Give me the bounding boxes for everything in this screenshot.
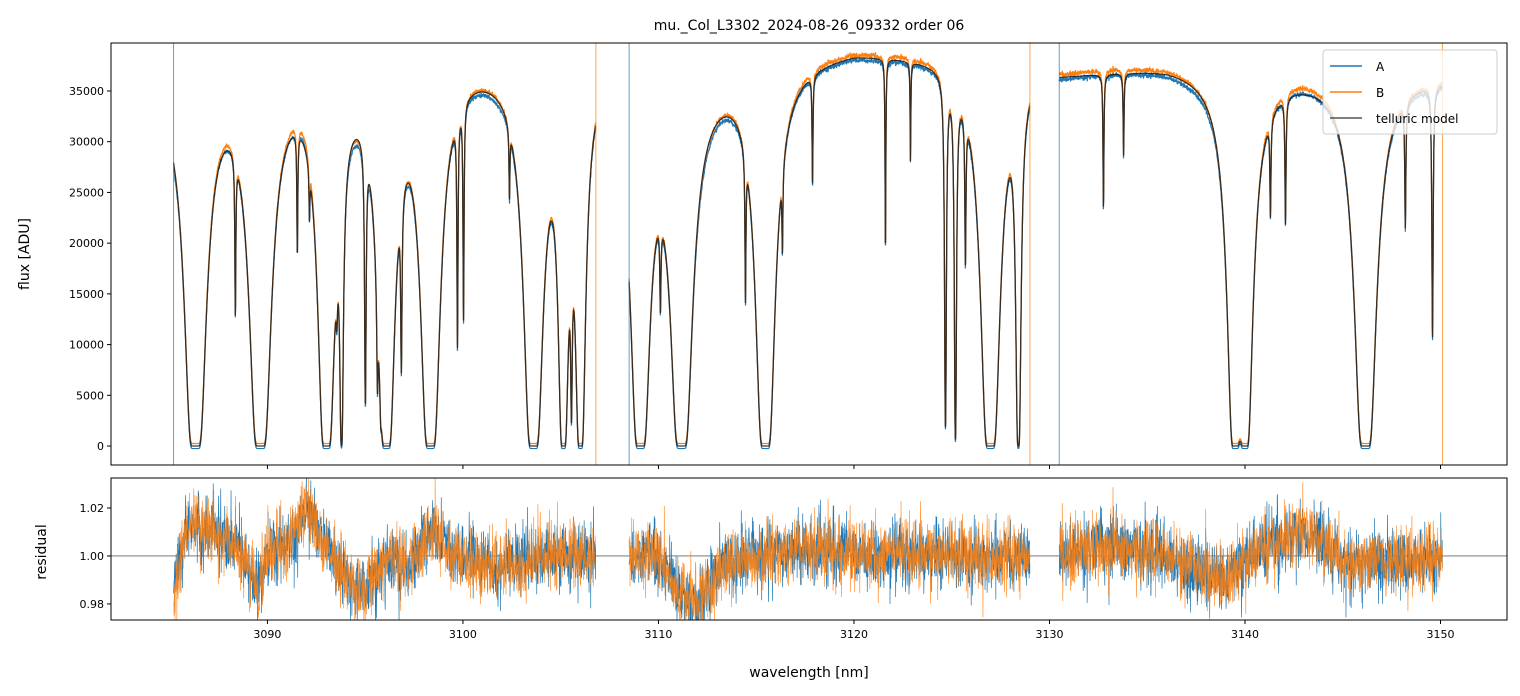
flux-y-tick-label: 5000 [76,389,104,402]
legend-label-a: A [1376,60,1385,74]
residual-y-tick-label: 1.02 [80,502,105,515]
residual-axes-frame [110,477,1508,621]
residual-b-line-segment-3 [1058,482,1443,620]
flux-axes-frame [110,42,1508,466]
residual-b-line-segment-2 [628,498,1031,620]
flux-y-tick-label: 35000 [69,85,104,98]
legend-label-b: B [1376,86,1384,100]
flux-y-tick-label: 20000 [69,237,104,250]
x-tick-label: 3090 [253,628,281,641]
legend-label-model: telluric model [1376,112,1458,126]
x-tick-label: 3130 [1035,628,1063,641]
flux-plot-area [172,43,1443,465]
x-tick-label: 3140 [1231,628,1259,641]
flux-y-axis-label: flux [ADU] [17,218,33,290]
flux-y-tick-label: 25000 [69,186,104,199]
x-tick-label: 3150 [1427,628,1455,641]
legend: A B telluric model [1322,49,1498,135]
residual-y-axis-label: residual [34,524,50,579]
x-axis-label: wavelength [nm] [749,665,868,681]
series-b-line-segment-1 [172,88,597,445]
flux-y-tick-label: 10000 [69,339,104,352]
flux-y-tick-label: 0 [97,440,104,453]
x-tick-label: 3100 [449,628,477,641]
chart-title: mu._Col_L3302_2024-08-26_09332 order 06 [654,18,965,34]
flux-y-tick-label: 30000 [69,136,104,149]
residual-y-tick-label: 1.00 [80,550,105,563]
x-tick-label: 3110 [644,628,672,641]
series-a-line-segment-1 [172,92,597,450]
telluric-model-line-segment-2 [628,57,1031,447]
x-tick-label: 3120 [840,628,868,641]
residual-plot-area [111,478,1507,620]
flux-y-tick-label: 15000 [69,288,104,301]
residual-b-line-segment-1 [173,478,596,620]
telluric-model-line-segment-1 [172,91,597,447]
residual-y-tick-label: 0.98 [80,598,105,611]
telluric-model-line-segment-3 [1059,72,1443,447]
